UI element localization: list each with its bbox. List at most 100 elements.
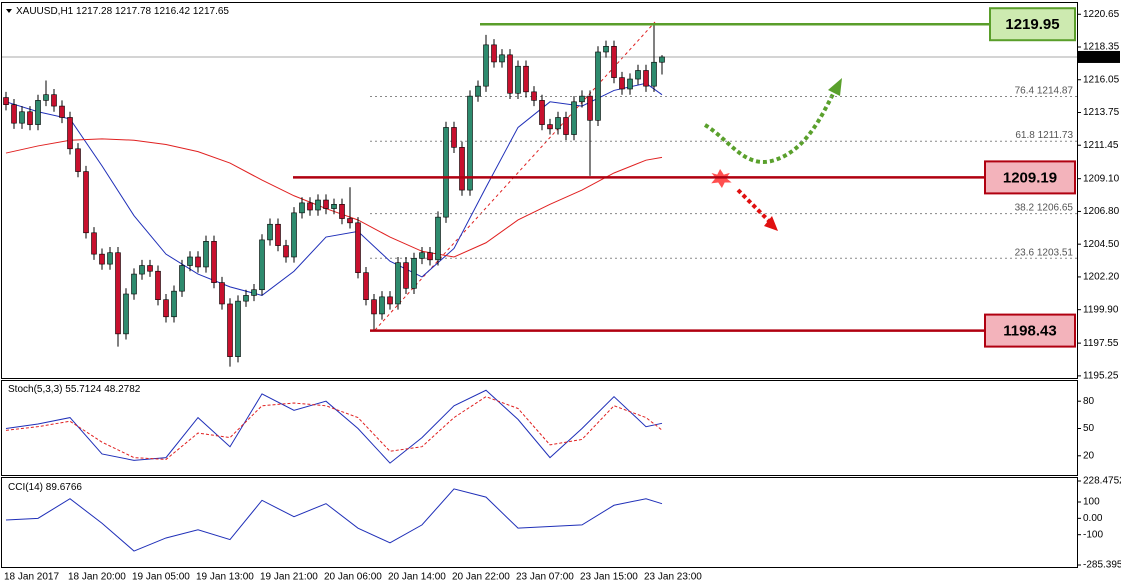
candle-body [387,296,393,305]
title-part: 89.6766 [46,482,83,493]
candle-body [35,100,41,125]
candle-body [139,265,145,275]
candle-body [403,262,409,289]
fib-price: 1203.51 [1037,247,1074,258]
candle-body [411,258,417,289]
menu-triangle[interactable] [6,9,12,13]
title-part: Stoch(5,3,3) [8,384,62,395]
candle-body [427,252,433,261]
candle-body [299,202,305,214]
candle-body [579,95,585,103]
x-tick-label: 20 Jan 22:00 [452,572,510,583]
indicator-line [5,389,663,464]
fib-label: 38.2 1206.65 [1015,202,1074,213]
candle-body [147,265,153,272]
candle-body [275,223,281,246]
candle-body [187,256,193,266]
candle-body [283,245,289,258]
fib-price: 1211.73 [1038,130,1074,141]
candle-body [339,204,345,219]
x-tick-label: 18 Jan 2017 [4,572,59,583]
fib-price: 1214.87 [1037,85,1074,96]
candle-body [75,148,81,172]
candle-body [107,252,113,265]
x-tick-label: 23 Jan 23:00 [644,572,702,583]
fib-level: 76.4 [1015,85,1035,96]
fib-label: 61.8 1211.73 [1015,130,1073,141]
candle-body [547,124,553,130]
candle-body [379,296,385,315]
candle-body [267,223,273,241]
fib-label: 76.4 1214.87 [1015,85,1074,96]
candle-body [155,270,161,300]
fib-level: 61.8 [1015,130,1035,141]
level-label: 1209.19 [1003,169,1057,186]
candle-body [347,218,353,224]
candle-body [523,65,529,93]
panel-title: CCI(14) 89.6766 [8,482,82,493]
candle-body [115,252,121,335]
y-tick-label: 20 [1083,450,1095,461]
title-part: 48.2782 [104,384,141,395]
candle-body [419,252,425,259]
y-tick-label: 1211.45 [1083,140,1119,151]
candle-body [611,45,617,78]
candle-body [91,232,97,255]
x-tick-label: 23 Jan 15:00 [580,572,638,583]
level-label: 1198.43 [1003,323,1056,340]
candle-body [659,56,665,63]
y-tick-label: 1213.75 [1083,107,1120,118]
bearish-arrowhead [764,216,778,231]
y-tick-label: 1220.65 [1083,9,1120,20]
x-tick-label: 20 Jan 06:00 [324,572,382,583]
candle-body [27,111,33,125]
indicator-line [5,488,663,552]
candle-body [83,171,89,234]
candle-body [619,77,625,90]
title-part: 1216.42 [154,6,191,17]
candle-body [195,256,201,268]
title-part: 1217.65 [193,6,230,17]
candle-body [371,299,377,315]
candle-body [11,104,17,124]
candle-body [539,100,545,125]
panel-title: Stoch(5,3,3) 55.7124 48.2782 [8,384,141,395]
candle-body [443,127,449,218]
title-part: 1217.78 [115,6,152,17]
fib-label: 23.6 1203.51 [1015,247,1074,258]
y-tick-label: 80 [1083,396,1095,407]
level-box [989,7,1076,42]
cci-panel [1,477,1078,568]
candle-body [67,117,73,150]
candle-body [3,97,9,105]
y-tick-label: 1202.20 [1083,272,1120,283]
candle-body [59,105,65,118]
candle-body [451,127,457,148]
candle-body [635,70,641,80]
candle-body [99,253,105,265]
candle-body [603,45,609,53]
y-tick-label: 100 [1083,497,1100,508]
candle-body [595,51,601,121]
candle-body [643,70,649,87]
candle-body [219,282,225,305]
price-tag [1078,50,1120,63]
candle-body [587,95,593,121]
y-tick-label: 1209.10 [1083,173,1120,184]
x-tick-label: 19 Jan 21:00 [260,572,318,583]
candle-body [227,303,233,357]
y-tick-label: 1204.50 [1083,239,1120,250]
y-tick-label: -285.3957 [1083,560,1121,571]
candle-body [331,204,337,209]
candle-body [43,94,49,101]
indicator-line [5,396,663,460]
candle-body [627,78,633,90]
x-tick-label: 23 Jan 07:00 [516,572,574,583]
title-part: 55.7124 [65,384,102,395]
candle-body [235,300,241,357]
candle-body [475,85,481,97]
candle-body [571,101,577,135]
fib-level: 38.2 [1015,202,1035,213]
